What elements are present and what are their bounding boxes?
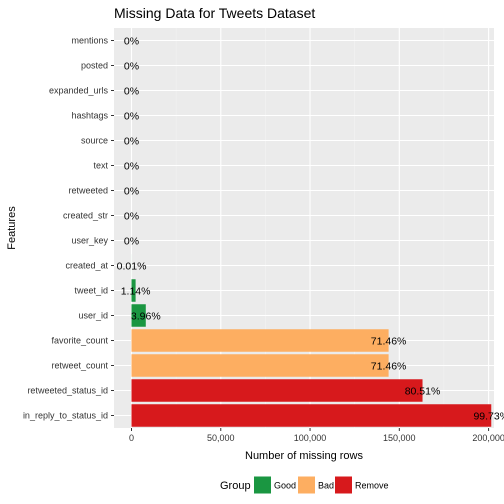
data-label-expanded_urls: 0% <box>124 86 139 98</box>
y-tick-label: hashtags <box>71 111 108 121</box>
data-label-favorite_count: 71.46% <box>371 336 407 348</box>
y-tick-label: posted <box>81 61 108 71</box>
y-tick-label: tweet_id <box>74 286 108 296</box>
legend: Group Good Bad Remove <box>220 476 389 494</box>
legend-key-remove <box>335 476 352 494</box>
legend-key-good <box>254 476 271 494</box>
y-tick-label: retweet_count <box>51 361 108 371</box>
bar-retweeted_status_id <box>131 379 423 402</box>
data-label-user_key: 0% <box>124 236 139 248</box>
data-label-in_reply_to_status_id: 99.73% <box>473 411 504 423</box>
data-label-text: 0% <box>124 161 139 173</box>
bar-in_reply_to_status_id <box>131 404 492 427</box>
y-tick-label: source <box>81 136 108 146</box>
y-axis: mentions posted expanded_urls hashtags sourc… <box>23 36 114 421</box>
data-label-user_id: 3.96% <box>131 311 161 323</box>
y-tick-label: user_key <box>71 236 108 246</box>
bars <box>131 254 492 427</box>
x-tick-label: 100,000 <box>294 433 327 443</box>
bar-retweet_count <box>131 354 389 377</box>
x-tick-label: 150,000 <box>383 433 416 443</box>
legend-key-bad <box>298 476 315 494</box>
data-label-retweeted_status_id: 80.51% <box>405 386 441 398</box>
data-label-tweet_id: 1.14% <box>121 286 151 298</box>
y-axis-title: Features <box>6 206 18 250</box>
x-tick-label: 50,000 <box>207 433 235 443</box>
data-label-retweeted: 0% <box>124 186 139 198</box>
legend-title: Group <box>220 480 251 492</box>
x-axis-title: Number of missing rows <box>245 450 363 462</box>
y-tick-label: text <box>93 161 108 171</box>
data-label-created_str: 0% <box>124 211 139 223</box>
chart-title: Missing Data for Tweets Dataset <box>114 5 315 21</box>
data-labels: 0% 0% 0% 0% 0% 0% 0% 0% 0% 0.01% 1.14% 3.96% 71.46% 7… <box>117 36 504 423</box>
y-tick-label: retweeted <box>68 186 108 196</box>
y-tick-label: created_str <box>63 211 108 221</box>
x-tick-label: 200,000 <box>472 433 504 443</box>
bar-user_id <box>131 304 146 327</box>
y-tick-label: retweeted_status_id <box>27 386 108 396</box>
data-label-posted: 0% <box>124 61 139 73</box>
legend-label-bad: Bad <box>318 481 334 491</box>
y-tick-label: mentions <box>71 36 108 46</box>
y-tick-label: user_id <box>78 311 108 321</box>
bar-favorite_count <box>131 329 389 352</box>
data-label-hashtags: 0% <box>124 111 139 123</box>
legend-label-remove: Remove <box>355 481 389 491</box>
x-tick-label: 0 <box>129 433 134 443</box>
y-tick-label: favorite_count <box>51 336 108 346</box>
x-axis: 0 50,000 100,000 150,000 200,000 <box>129 428 504 443</box>
data-label-retweet_count: 71.46% <box>371 361 407 373</box>
y-tick-label: in_reply_to_status_id <box>23 411 108 421</box>
y-tick-label: created_at <box>65 261 108 271</box>
bar-tweet_id <box>131 279 136 302</box>
data-label-mentions: 0% <box>124 36 139 48</box>
data-label-source: 0% <box>124 136 139 148</box>
data-label-created_at: 0.01% <box>117 261 147 273</box>
y-tick-label: expanded_urls <box>49 86 109 96</box>
legend-label-good: Good <box>274 481 296 491</box>
